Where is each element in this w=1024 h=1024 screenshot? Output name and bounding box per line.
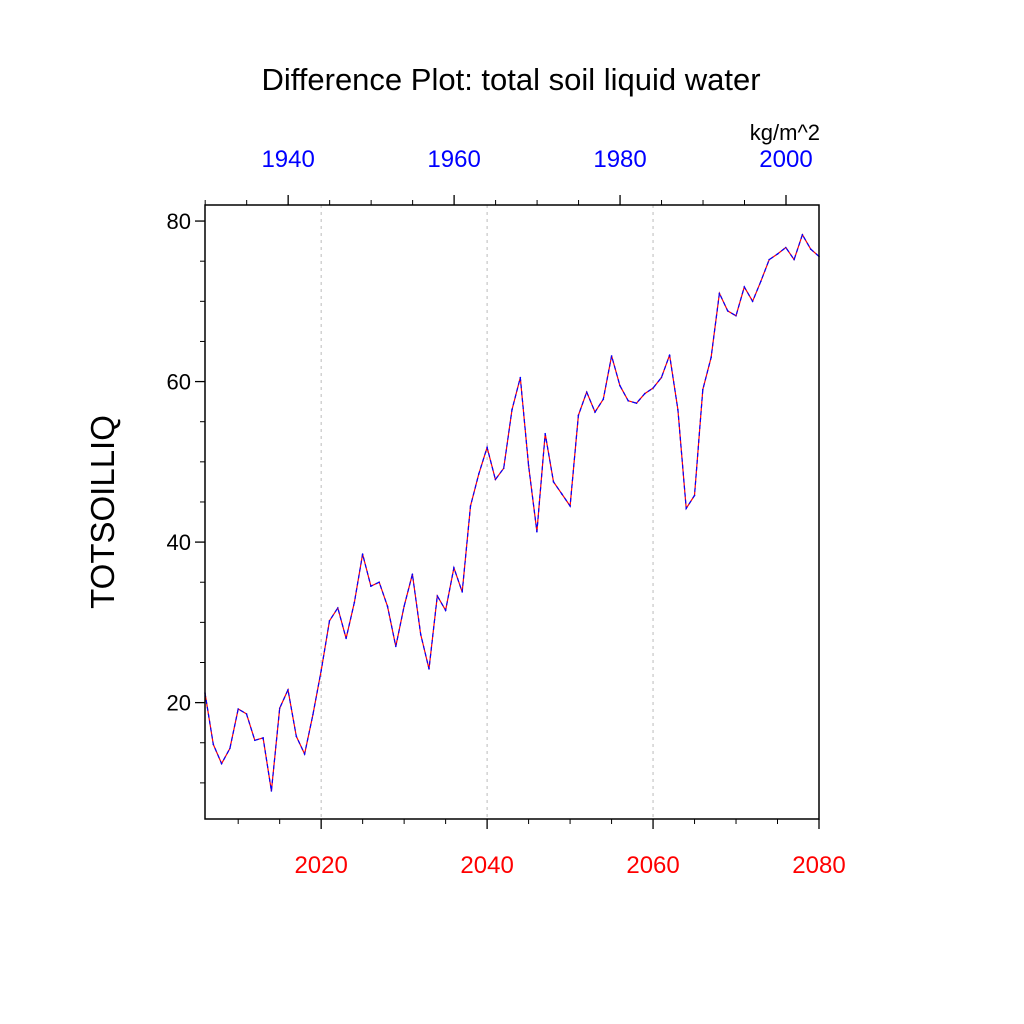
data-point [370,585,372,587]
data-point [511,408,513,411]
y-tick-label: 20 [167,691,191,716]
data-point [793,258,795,261]
data-point [229,747,231,750]
data-point [751,300,754,303]
data-point [403,605,405,608]
data-point [536,530,538,533]
data-point [419,633,422,636]
data-point [527,465,530,467]
data-point [478,473,480,475]
data-point [486,446,488,449]
data-point [685,507,687,510]
x-top-tick-label: 2000 [759,146,812,173]
data-point [312,713,314,716]
data-point [436,595,439,597]
data-point [262,737,264,739]
data-point [718,292,721,295]
units-label: kg/m^2 [750,120,820,145]
data-point [411,573,414,575]
data-point [602,398,605,401]
data-point [677,408,679,411]
data-point [652,387,654,389]
data-point [635,402,638,405]
x-bottom-tick-label: 2020 [294,852,347,879]
data-point [345,637,347,640]
data-point [585,391,588,393]
x-bottom-tick-label: 2080 [792,852,845,879]
data-point [726,310,729,312]
data-point [785,246,787,249]
data-point [627,400,629,402]
data-point [569,505,571,507]
data-point [561,493,563,495]
data-point [702,388,704,391]
data-point [453,567,455,569]
data-point [544,432,546,435]
data-point [212,743,215,746]
x-bottom-tick-label: 2060 [626,852,679,879]
data-point [710,356,712,359]
y-tick-label: 80 [167,209,191,234]
data-point [469,505,472,507]
y-tick-label: 60 [167,370,191,395]
data-point [303,753,306,755]
data-point [776,253,779,255]
data-point [552,481,555,483]
x-top-tick-label: 1980 [593,146,646,173]
data-point [768,258,770,261]
y-axis-label: TOTSOILLIQ [84,415,121,609]
data-point [220,762,223,765]
data-point [519,376,522,379]
data-point [693,494,696,497]
data-point [660,376,663,379]
data-point [577,414,580,417]
data-point [594,411,596,413]
x-top-tick-label: 1940 [261,146,314,173]
data-point [494,478,497,481]
data-point [395,645,397,648]
data-point [735,315,737,317]
data-point [287,689,289,691]
data-point [361,553,364,555]
chart-title: Difference Plot: total soil liquid water [261,62,760,97]
data-point [502,467,505,470]
data-point [295,735,298,738]
data-point [619,384,621,387]
data-point [444,609,447,612]
data-point [386,605,389,608]
series-line-solid [204,233,820,791]
plot-frame [204,204,820,820]
data-point [245,713,248,715]
data-point [809,248,812,250]
data-point [610,355,613,357]
series-layer [204,233,820,792]
data-point [743,286,746,288]
data-point [328,620,331,622]
data-point [461,591,464,593]
data-point [760,280,762,283]
data-point [270,790,273,792]
grid-lines [320,205,654,819]
x-top-tick-label: 1960 [427,146,480,173]
data-point [428,668,430,670]
data-point [801,233,804,236]
data-point [337,607,339,609]
data-point [237,708,239,710]
data-point [254,739,256,742]
y-tick-label: 40 [167,530,191,555]
series-line-dashed [204,233,820,791]
data-point [644,392,646,395]
x-bottom-tick-label: 2040 [460,852,513,879]
data-point [353,601,356,604]
data-point [320,669,323,672]
data-point [378,581,381,583]
data-point [668,354,671,356]
data-point [278,707,281,709]
